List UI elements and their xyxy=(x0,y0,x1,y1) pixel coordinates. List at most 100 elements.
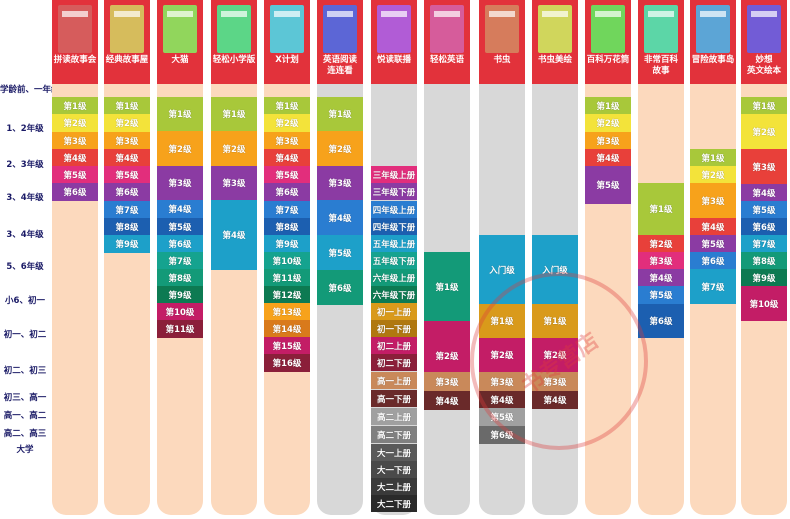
level-cell[interactable]: 第4级 xyxy=(424,391,470,410)
level-cell[interactable]: 第7级 xyxy=(157,252,203,270)
level-cell[interactable]: 第3级 xyxy=(479,372,525,391)
level-cell[interactable]: 第5级 xyxy=(104,166,150,184)
series-header[interactable]: 拼读故事会 xyxy=(52,0,98,84)
level-cell[interactable]: 第2级 xyxy=(104,114,150,132)
level-cell[interactable]: 第9级 xyxy=(264,235,310,253)
level-cell[interactable]: 第4级 xyxy=(532,391,578,409)
series-header[interactable]: 悦读联播 xyxy=(371,0,417,84)
level-cell[interactable]: 第5级 xyxy=(585,166,631,204)
level-cell[interactable]: 第1级 xyxy=(585,97,631,115)
series-header[interactable]: 书虫美绘 xyxy=(532,0,578,84)
level-cell[interactable]: 第1级 xyxy=(532,304,578,338)
level-cell[interactable]: 第1级 xyxy=(52,97,98,115)
level-cell[interactable]: 五年级下册 xyxy=(371,252,417,269)
level-cell[interactable]: 第3级 xyxy=(317,166,363,200)
series-header[interactable]: 非常百科 故事 xyxy=(638,0,684,84)
level-cell[interactable]: 第5级 xyxy=(264,166,310,184)
series-header[interactable]: 经典故事屋 xyxy=(104,0,150,84)
level-cell[interactable]: 第2级 xyxy=(52,114,98,132)
level-cell[interactable]: 第2级 xyxy=(479,338,525,372)
level-cell[interactable]: 大二上册 xyxy=(371,478,417,495)
level-cell[interactable]: 第1级 xyxy=(741,97,787,115)
level-cell[interactable]: 第4级 xyxy=(52,149,98,167)
level-cell[interactable]: 第16级 xyxy=(264,354,310,372)
level-cell[interactable]: 第3级 xyxy=(690,183,736,218)
level-cell[interactable]: 大二下册 xyxy=(371,495,417,512)
level-cell[interactable]: 第2级 xyxy=(264,114,310,132)
series-header[interactable]: 轻松英语 xyxy=(424,0,470,84)
level-cell[interactable]: 第10级 xyxy=(741,286,787,321)
level-cell[interactable]: 初二上册 xyxy=(371,337,417,354)
level-cell[interactable]: 第1级 xyxy=(104,97,150,115)
level-cell[interactable]: 第3级 xyxy=(741,149,787,184)
level-cell[interactable]: 第2级 xyxy=(157,131,203,166)
level-cell[interactable]: 第13级 xyxy=(264,303,310,321)
level-cell[interactable]: 第2级 xyxy=(317,131,363,166)
level-cell[interactable]: 第6级 xyxy=(317,270,363,305)
level-cell[interactable]: 第4级 xyxy=(585,149,631,167)
level-cell[interactable]: 六年级上册 xyxy=(371,269,417,286)
series-header[interactable]: 冒险故事岛 xyxy=(690,0,736,84)
level-cell[interactable]: 高二上册 xyxy=(371,408,417,425)
level-cell[interactable]: 第2级 xyxy=(638,235,684,253)
level-cell[interactable]: 第9级 xyxy=(104,235,150,253)
level-cell[interactable]: 第1级 xyxy=(424,252,470,321)
level-cell[interactable]: 五年级上册 xyxy=(371,235,417,252)
level-cell[interactable]: 第5级 xyxy=(317,235,363,270)
level-cell[interactable]: 第3级 xyxy=(104,132,150,150)
level-cell[interactable]: 高一上册 xyxy=(371,372,417,389)
level-cell[interactable]: 第3级 xyxy=(585,132,631,150)
level-cell[interactable]: 第1级 xyxy=(479,304,525,338)
level-cell[interactable]: 三年级下册 xyxy=(371,183,417,200)
series-header[interactable]: 轻松小学版 xyxy=(211,0,257,84)
level-cell[interactable]: 第3级 xyxy=(638,252,684,270)
level-cell[interactable]: 第6级 xyxy=(638,304,684,338)
level-cell[interactable]: 四年级上册 xyxy=(371,201,417,218)
level-cell[interactable]: 第1级 xyxy=(638,183,684,235)
level-cell[interactable]: 初二下册 xyxy=(371,354,417,371)
level-cell[interactable]: 第8级 xyxy=(264,218,310,236)
level-cell[interactable]: 第6级 xyxy=(104,183,150,201)
level-cell[interactable]: 四年级下册 xyxy=(371,218,417,235)
level-cell[interactable]: 第3级 xyxy=(52,132,98,150)
level-cell[interactable]: 第8级 xyxy=(741,252,787,269)
level-cell[interactable]: 第4级 xyxy=(638,269,684,287)
level-cell[interactable]: 第4级 xyxy=(317,200,363,235)
level-cell[interactable]: 三年级上册 xyxy=(371,166,417,183)
level-cell[interactable]: 第7级 xyxy=(104,201,150,219)
level-cell[interactable]: 初一上册 xyxy=(371,303,417,320)
level-cell[interactable]: 第2级 xyxy=(585,114,631,132)
level-cell[interactable]: 第5级 xyxy=(638,286,684,304)
level-cell[interactable]: 第6级 xyxy=(157,235,203,253)
level-cell[interactable]: 第5级 xyxy=(52,166,98,184)
level-cell[interactable]: 第12级 xyxy=(264,286,310,304)
level-cell[interactable]: 第3级 xyxy=(424,372,470,391)
series-header[interactable]: 妙想 英文绘本 xyxy=(741,0,787,84)
level-cell[interactable]: 第1级 xyxy=(264,97,310,115)
level-cell[interactable]: 第11级 xyxy=(264,269,310,287)
series-header[interactable]: X计划 xyxy=(264,0,310,84)
level-cell[interactable]: 第4级 xyxy=(211,200,257,270)
level-cell[interactable]: 初一下册 xyxy=(371,320,417,337)
level-cell[interactable]: 第4级 xyxy=(690,218,736,235)
level-cell[interactable]: 高二下册 xyxy=(371,426,417,443)
level-cell[interactable]: 第9级 xyxy=(157,286,203,304)
level-cell[interactable]: 第10级 xyxy=(157,303,203,321)
level-cell[interactable]: 第8级 xyxy=(104,218,150,236)
level-cell[interactable]: 第4级 xyxy=(741,184,787,201)
series-header[interactable]: 英语阅读 连连看 xyxy=(317,0,363,84)
level-cell[interactable]: 大一上册 xyxy=(371,444,417,461)
level-cell[interactable]: 第11级 xyxy=(157,320,203,338)
level-cell[interactable]: 第6级 xyxy=(690,252,736,269)
level-cell[interactable]: 第5级 xyxy=(157,218,203,236)
series-header[interactable]: 大猫 xyxy=(157,0,203,84)
level-cell[interactable]: 第14级 xyxy=(264,320,310,338)
level-cell[interactable]: 入门级 xyxy=(532,235,578,304)
level-cell[interactable]: 第3级 xyxy=(264,132,310,150)
level-cell[interactable]: 第5级 xyxy=(741,201,787,218)
level-cell[interactable]: 入门级 xyxy=(479,235,525,304)
level-cell[interactable]: 第3级 xyxy=(211,166,257,200)
level-cell[interactable]: 第2级 xyxy=(532,338,578,372)
level-cell[interactable]: 第6级 xyxy=(52,183,98,201)
series-header[interactable]: 书虫 xyxy=(479,0,525,84)
